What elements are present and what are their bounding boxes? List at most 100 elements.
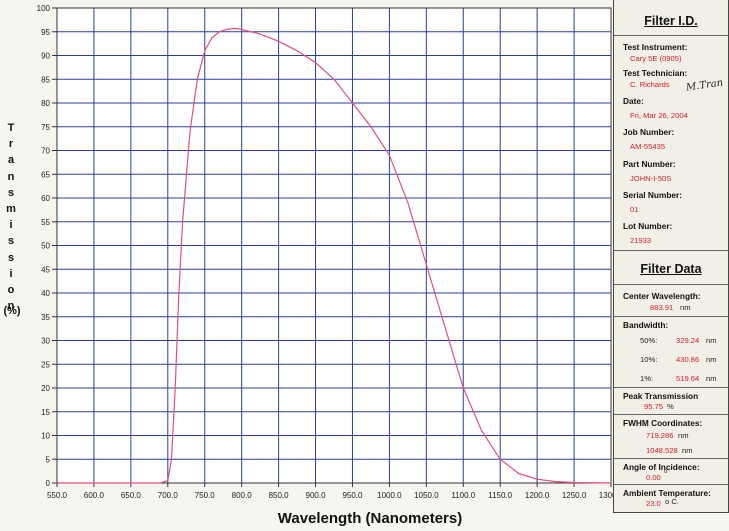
fwhm-value-1: 719.286 — [646, 431, 674, 440]
test-technician-value: C. Richards — [630, 80, 670, 89]
divider — [614, 35, 728, 36]
y-tick-label: 55 — [41, 218, 50, 227]
peak-transmission-unit: % — [667, 402, 674, 411]
x-tick-label: 550.0 — [47, 491, 68, 500]
bw1-unit: nm — [706, 374, 717, 383]
divider — [614, 484, 728, 485]
y-axis-label-letter: i — [9, 219, 13, 232]
divider — [614, 414, 728, 415]
ambient-temperature-value: 23.0 — [646, 499, 661, 508]
job-number-value: AM-55435 — [630, 142, 666, 151]
x-tick-label: 1250.0 — [562, 491, 587, 500]
divider — [614, 284, 728, 285]
center-wavelength-label: Center Wavelength: — [623, 291, 701, 301]
y-tick-label: 10 — [41, 432, 50, 441]
y-tick-label: 85 — [41, 75, 50, 84]
bw1-label: 1%: — [640, 374, 654, 383]
temperature-unit: o C. — [665, 497, 679, 506]
part-number-value: JOHN-I-50S — [630, 174, 672, 183]
info-panel: Filter I.D. Test Instrument: Cary 5E (09… — [613, 0, 729, 513]
x-tick-label: 850.0 — [269, 491, 290, 500]
y-axis-label-letter: m — [6, 203, 16, 216]
y-tick-label: 15 — [41, 408, 50, 417]
x-tick-label: 1100.0 — [451, 491, 475, 500]
y-tick-label: 25 — [41, 360, 50, 369]
y-tick-label: 75 — [41, 123, 50, 132]
y-axis-label-letter: r — [8, 138, 14, 151]
x-tick-label: 1050.0 — [414, 491, 439, 500]
bw10-value: 430.86 — [676, 355, 700, 364]
y-axis-label-letter: T — [7, 122, 15, 134]
x-tick-label: 1200.0 — [525, 491, 550, 500]
bw10-label: 10%: — [640, 355, 658, 364]
horizontal-gridlines — [57, 7, 611, 484]
filter-id-title: Filter I.D. — [644, 14, 698, 28]
y-axis-label-letter: n — [7, 170, 15, 183]
lot-number-label: Lot Number: — [623, 221, 673, 231]
series-layer — [57, 27, 612, 484]
x-tick-label: 1150.0 — [488, 491, 512, 500]
y-axis-label-letter: o — [7, 284, 15, 297]
divider — [614, 250, 728, 251]
y-tick-label: 30 — [41, 337, 50, 346]
fwhm-value-2: 1048.528 — [646, 446, 678, 455]
filter-data-title: Filter Data — [640, 262, 702, 276]
technician-signature: M.Tran — [685, 77, 724, 94]
job-number-label: Job Number: — [623, 127, 675, 137]
y-tick-label: 70 — [41, 147, 50, 156]
fwhm-unit-1: nm — [678, 431, 689, 440]
angle-of-incidence-value: 0.00 — [646, 473, 661, 482]
y-tick-label: 60 — [41, 194, 50, 203]
x-tick-label: 1000.0 — [377, 491, 402, 500]
y-tick-label: 40 — [41, 289, 50, 298]
y-tick-label: 45 — [41, 265, 50, 274]
y-tick-label: 35 — [41, 313, 50, 322]
y-axis-label-letter: a — [7, 154, 15, 167]
x-tick-label: 700.0 — [158, 491, 179, 500]
bw10-unit: nm — [706, 355, 717, 364]
degree-symbol: o — [664, 469, 668, 475]
serial-number-value: 01 — [630, 205, 639, 214]
bw50-unit: nm — [706, 336, 717, 345]
part-number-label: Part Number: — [623, 159, 676, 169]
y-axis-label-letter: s — [7, 186, 15, 199]
y-tick-label: 50 — [41, 242, 50, 251]
x-tick-label: 600.0 — [84, 491, 105, 500]
x-axis-label: Wavelength (Nanometers) — [277, 510, 463, 527]
y-axis-label-letter: n — [7, 300, 15, 313]
x-tick-label: 750.0 — [195, 491, 216, 500]
x-axis-ticks: 550.0 600.0 650.0 700.0 750.0 800.0 850.0 900.0… — [47, 483, 624, 500]
transmission-series-line — [57, 27, 612, 484]
date-label: Date: — [623, 96, 644, 106]
bandwidth-label: Bandwidth: — [623, 320, 669, 330]
y-tick-label: 100 — [37, 4, 51, 13]
fwhm-unit-2: nm — [682, 446, 693, 455]
y-tick-label: 95 — [41, 28, 50, 37]
test-instrument-value: Cary 5E (0905) — [630, 54, 682, 63]
bw1-value: 519.64 — [676, 374, 700, 383]
y-axis-label-letter: s — [7, 251, 15, 264]
divider — [614, 316, 728, 317]
y-tick-label: 5 — [46, 455, 51, 464]
serial-number-label: Serial Number: — [623, 190, 683, 200]
x-tick-label: 800.0 — [232, 491, 253, 500]
ambient-temperature-label: Ambient Temperature: — [623, 488, 711, 498]
divider — [614, 387, 728, 388]
peak-transmission-value: 95.75 — [644, 402, 664, 411]
center-wavelength-value: 883.91 — [650, 303, 674, 312]
lot-number-value: 21933 — [630, 236, 652, 245]
divider — [614, 458, 728, 459]
center-wavelength-unit: nm — [680, 303, 691, 312]
y-tick-label: 20 — [41, 384, 50, 393]
peak-transmission-label: Peak Transmission — [623, 391, 699, 401]
test-technician-label: Test Technician: — [623, 68, 688, 78]
date-value: Fri, Mar 26, 2004 — [630, 111, 688, 120]
y-axis-unit: (%) — [3, 305, 21, 317]
x-tick-label: 900.0 — [306, 491, 327, 500]
y-tick-label: 80 — [41, 99, 50, 108]
x-tick-label: 950.0 — [342, 491, 363, 500]
y-tick-label: 90 — [41, 52, 50, 61]
test-instrument-label: Test Instrument: — [623, 42, 688, 52]
